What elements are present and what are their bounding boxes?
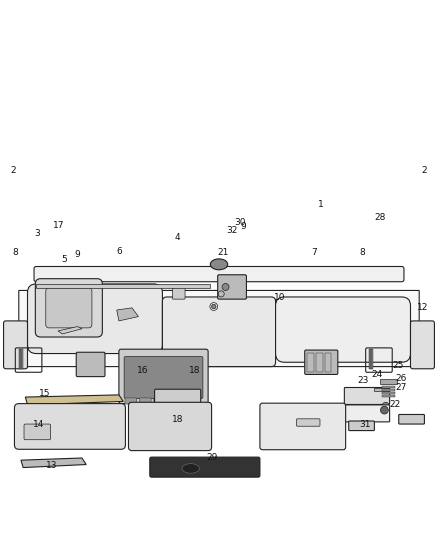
Circle shape — [381, 406, 389, 414]
Polygon shape — [21, 458, 86, 467]
FancyBboxPatch shape — [19, 349, 20, 369]
FancyBboxPatch shape — [382, 386, 395, 388]
Text: 9: 9 — [74, 250, 81, 259]
Text: 29: 29 — [207, 453, 218, 462]
FancyBboxPatch shape — [124, 357, 203, 398]
FancyBboxPatch shape — [4, 321, 28, 369]
FancyBboxPatch shape — [36, 284, 210, 288]
Text: 8: 8 — [360, 248, 365, 257]
Polygon shape — [58, 327, 82, 334]
Text: 1: 1 — [318, 200, 324, 209]
FancyBboxPatch shape — [370, 349, 371, 369]
FancyBboxPatch shape — [162, 297, 276, 367]
FancyBboxPatch shape — [260, 403, 346, 450]
FancyBboxPatch shape — [305, 350, 338, 375]
Circle shape — [382, 402, 389, 409]
FancyBboxPatch shape — [150, 457, 260, 477]
Text: 3: 3 — [34, 229, 40, 238]
Text: 2: 2 — [11, 166, 16, 175]
FancyBboxPatch shape — [34, 266, 404, 282]
FancyBboxPatch shape — [139, 398, 151, 404]
FancyBboxPatch shape — [276, 297, 410, 362]
Text: 18: 18 — [172, 415, 184, 424]
FancyBboxPatch shape — [168, 398, 180, 404]
Text: 31: 31 — [359, 419, 371, 429]
FancyBboxPatch shape — [344, 387, 390, 405]
FancyBboxPatch shape — [46, 288, 92, 328]
Text: 14: 14 — [33, 419, 44, 429]
FancyBboxPatch shape — [20, 349, 21, 369]
FancyBboxPatch shape — [154, 398, 166, 404]
FancyBboxPatch shape — [22, 349, 23, 369]
FancyBboxPatch shape — [399, 415, 424, 424]
Text: 12: 12 — [417, 303, 428, 312]
Text: 22: 22 — [390, 400, 401, 409]
Text: 27: 27 — [395, 383, 406, 392]
Text: 17: 17 — [53, 221, 64, 230]
Circle shape — [222, 284, 229, 290]
Text: 10: 10 — [274, 293, 286, 302]
Text: 7: 7 — [311, 248, 317, 257]
Text: 32: 32 — [226, 227, 238, 235]
Text: 13: 13 — [46, 462, 57, 470]
FancyBboxPatch shape — [28, 284, 162, 353]
Circle shape — [212, 304, 216, 309]
FancyBboxPatch shape — [128, 402, 212, 450]
Text: 16: 16 — [137, 367, 148, 375]
FancyBboxPatch shape — [183, 398, 194, 404]
Polygon shape — [117, 308, 138, 321]
Polygon shape — [25, 395, 123, 405]
Text: 23: 23 — [358, 376, 369, 385]
Text: 24: 24 — [371, 370, 382, 379]
FancyBboxPatch shape — [374, 389, 389, 391]
Text: 15: 15 — [39, 389, 51, 398]
Text: 5: 5 — [62, 255, 67, 264]
Text: 21: 21 — [218, 248, 229, 257]
FancyBboxPatch shape — [297, 419, 320, 426]
FancyBboxPatch shape — [344, 405, 390, 422]
Ellipse shape — [182, 464, 199, 473]
Text: 18: 18 — [189, 367, 201, 375]
FancyBboxPatch shape — [372, 349, 373, 369]
FancyBboxPatch shape — [14, 403, 125, 449]
Ellipse shape — [210, 259, 228, 270]
Text: 2: 2 — [422, 166, 427, 175]
Text: 25: 25 — [392, 361, 404, 370]
Text: 6: 6 — [116, 247, 122, 256]
FancyBboxPatch shape — [21, 349, 22, 369]
FancyBboxPatch shape — [35, 279, 102, 337]
FancyBboxPatch shape — [119, 349, 208, 403]
FancyBboxPatch shape — [125, 398, 137, 404]
FancyBboxPatch shape — [369, 349, 370, 369]
FancyBboxPatch shape — [382, 395, 395, 397]
Text: 26: 26 — [395, 374, 406, 383]
FancyBboxPatch shape — [155, 389, 201, 403]
Text: 4: 4 — [175, 233, 180, 243]
FancyBboxPatch shape — [76, 352, 105, 377]
FancyBboxPatch shape — [382, 392, 395, 394]
FancyBboxPatch shape — [349, 421, 374, 431]
FancyBboxPatch shape — [382, 389, 395, 391]
Text: 30: 30 — [234, 217, 246, 227]
FancyBboxPatch shape — [380, 379, 397, 384]
Polygon shape — [17, 290, 421, 367]
FancyBboxPatch shape — [371, 349, 372, 369]
Text: 9: 9 — [240, 222, 246, 231]
FancyBboxPatch shape — [24, 424, 50, 440]
FancyBboxPatch shape — [218, 275, 247, 299]
Text: 28: 28 — [374, 213, 386, 222]
FancyBboxPatch shape — [173, 285, 185, 299]
Text: 8: 8 — [12, 248, 18, 257]
FancyBboxPatch shape — [410, 321, 434, 369]
